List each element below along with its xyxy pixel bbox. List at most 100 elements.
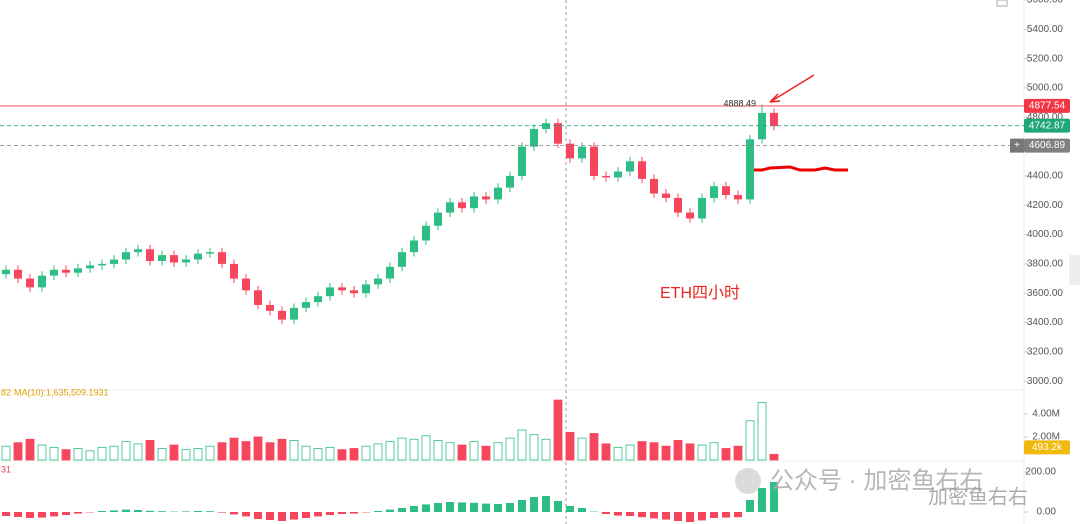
price-tag-label: 4742.87 xyxy=(1029,120,1066,131)
candle-body xyxy=(674,197,682,213)
volume-bar xyxy=(85,450,95,461)
macd-bar xyxy=(26,512,34,518)
add-button[interactable] xyxy=(1010,138,1024,153)
y-tick-label: 5000.00 xyxy=(1027,83,1064,94)
candle-body xyxy=(146,249,154,261)
macd-bar xyxy=(518,500,526,512)
volume-bar xyxy=(409,438,419,461)
y-tick-label: 3800.00 xyxy=(1027,259,1064,270)
volume-bar xyxy=(1,445,11,461)
macd-bar xyxy=(686,512,694,522)
volume-bar xyxy=(457,444,467,461)
volume-bar xyxy=(661,445,671,461)
toolbar-icon[interactable] xyxy=(996,0,1008,7)
macd-bar xyxy=(110,510,118,512)
macd-bar xyxy=(770,482,778,512)
volume-bar xyxy=(757,401,767,461)
candle-body xyxy=(758,112,766,140)
candle-body xyxy=(2,269,10,275)
y-tick-label: 5600.00 xyxy=(1027,0,1064,6)
volume-bar xyxy=(673,440,683,461)
volume-bar xyxy=(313,448,323,461)
volume-bar xyxy=(205,445,215,461)
price-tag xyxy=(1024,98,1070,113)
y-tick-label: 3600.00 xyxy=(1027,288,1064,299)
macd-bar xyxy=(290,512,298,520)
candle-body xyxy=(650,178,658,194)
macd-bar xyxy=(146,510,154,512)
volume-bar xyxy=(109,445,119,461)
candle-body xyxy=(626,161,634,172)
macd-bar xyxy=(446,502,454,512)
candle-body xyxy=(110,259,118,264)
volume-tag-label: 493.2k xyxy=(1032,442,1063,453)
candle-body xyxy=(746,139,754,200)
candle-body xyxy=(326,287,334,297)
volume-bar xyxy=(97,446,107,461)
candle-body xyxy=(566,143,574,159)
volume-bar xyxy=(361,445,371,461)
arrow xyxy=(769,74,815,103)
volume-bar xyxy=(169,444,179,461)
macd-bar xyxy=(458,502,466,512)
price-tag xyxy=(1024,118,1070,133)
macd-bar xyxy=(470,502,478,512)
macd-bar xyxy=(746,500,754,512)
candle-body xyxy=(638,161,646,179)
candle-body xyxy=(14,269,22,279)
volume-tag xyxy=(1024,440,1070,455)
y-tick-label: 5400.00 xyxy=(1027,24,1064,35)
volume-tick-label: 2.00M xyxy=(1032,432,1060,443)
volume-bar xyxy=(505,437,515,461)
candle-body xyxy=(698,197,706,219)
volume-bar xyxy=(625,444,635,461)
macd-bar xyxy=(2,512,10,516)
volume-bar xyxy=(613,446,623,461)
candle-body xyxy=(98,263,106,266)
macd-bar xyxy=(494,504,502,512)
macd-bar xyxy=(278,512,286,521)
candle-body xyxy=(518,146,526,176)
volume-bar xyxy=(589,433,599,461)
y-tick-label: 3400.00 xyxy=(1027,317,1064,328)
volume-bar xyxy=(649,442,659,461)
candle-body xyxy=(74,268,82,273)
candle-body xyxy=(170,255,178,263)
macd-bar xyxy=(314,512,322,517)
volume-bar xyxy=(265,442,275,461)
watermark-small: 加密鱼右右 xyxy=(928,485,1028,508)
candle-body xyxy=(278,310,286,320)
macd-label: 31 xyxy=(1,464,11,474)
macd-bar xyxy=(98,511,106,512)
candle-body xyxy=(530,129,538,147)
volume-bar xyxy=(577,437,587,461)
volume-bar xyxy=(601,443,611,461)
high-marker: 4888.49 xyxy=(723,99,756,109)
candle-body xyxy=(134,249,142,253)
volume-bar xyxy=(61,449,71,461)
candle-body xyxy=(266,304,274,311)
candle-body xyxy=(506,175,514,188)
volume-bar xyxy=(481,445,491,461)
macd-bar xyxy=(218,512,226,513)
macd-bar xyxy=(626,512,634,516)
candle-body xyxy=(86,265,94,269)
macd-bar xyxy=(38,512,46,518)
candle-body xyxy=(290,307,298,320)
macd-bar xyxy=(242,512,250,517)
y-tick-label: 4200.00 xyxy=(1027,200,1064,211)
volume-bar xyxy=(241,441,251,461)
candle-body xyxy=(434,212,442,226)
macd-bar xyxy=(206,511,214,512)
candle-body xyxy=(410,240,418,253)
macd-bar xyxy=(650,512,658,519)
macd-bar xyxy=(758,488,766,512)
macd-bar xyxy=(62,512,70,515)
hand-drawn-line xyxy=(748,165,848,172)
macd-bar xyxy=(194,511,202,512)
candle-body xyxy=(338,287,346,291)
candle-body xyxy=(386,266,394,279)
volume-bar xyxy=(445,442,455,461)
scroll-handle[interactable] xyxy=(1069,255,1080,285)
